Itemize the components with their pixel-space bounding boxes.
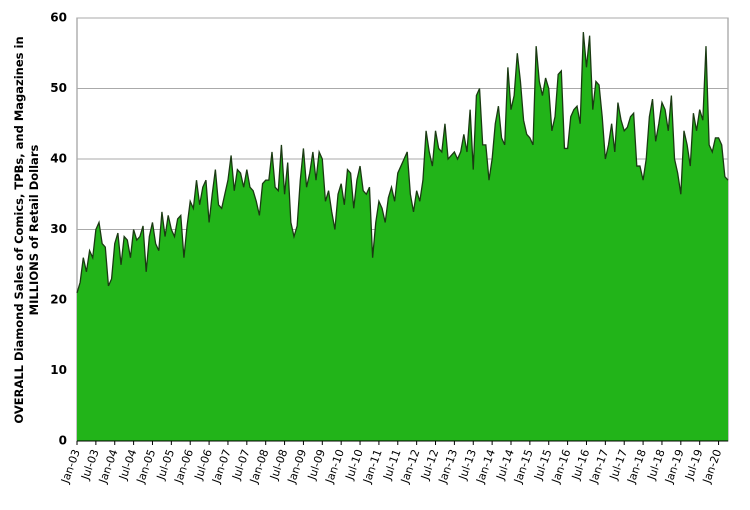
area (77, 32, 728, 441)
y-tick-label: 0 (59, 434, 67, 448)
y-tick-label: 50 (50, 81, 67, 95)
y-tick-label: 30 (50, 222, 67, 236)
y-axis-label: OVERALL Diamond Sales of Comics, TPBs, a… (12, 36, 26, 423)
x-tick-label: Jan-03 (58, 448, 83, 486)
y-tick-label: 20 (50, 293, 67, 307)
area-edge (76, 32, 729, 294)
y-tick-label: 60 (50, 11, 67, 25)
y-tick-label: 40 (50, 152, 67, 166)
y-tick-label: 10 (50, 363, 67, 377)
y-axis-label: MILLIONS of Retail Dollars (27, 145, 41, 316)
